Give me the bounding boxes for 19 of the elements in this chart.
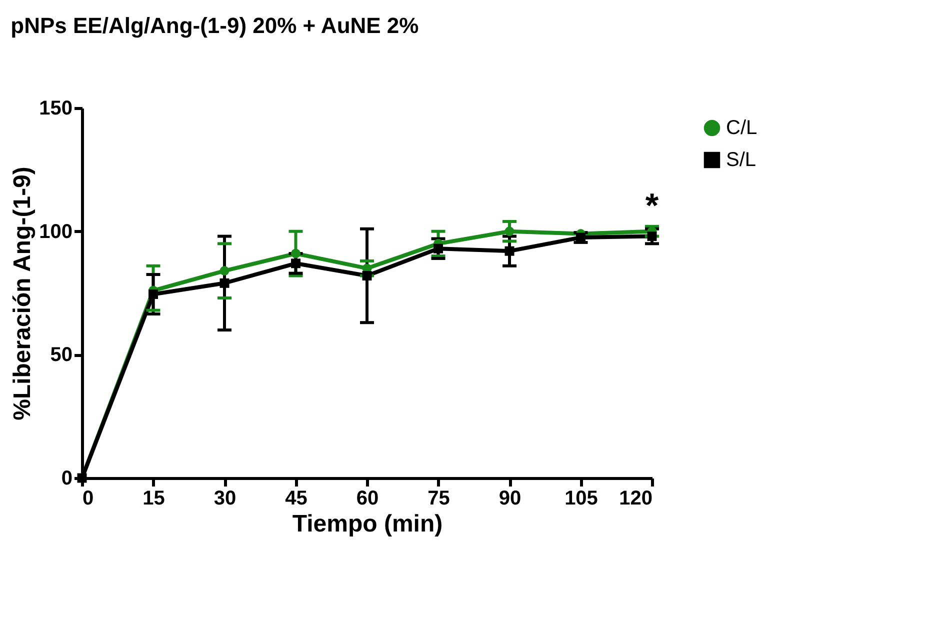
y-tick-label: 100 xyxy=(39,220,72,243)
x-tick-label: 90 xyxy=(498,488,522,510)
x-tick-label: 60 xyxy=(356,488,379,510)
y-tick-label: 150 xyxy=(39,98,72,120)
x-tick-label: 75 xyxy=(428,488,450,510)
x-tick-label: 45 xyxy=(285,488,308,510)
y-axis-title: %Liberación Ang-(1-9) xyxy=(9,166,36,420)
x-axis-title: Tiempo (min) xyxy=(292,510,443,538)
x-tick-label: 105 xyxy=(564,488,598,510)
x-tick-label: 120 xyxy=(619,488,652,510)
x-tick-label: 15 xyxy=(142,488,165,510)
y-tick-label: 0 xyxy=(61,468,72,490)
legend-label: C/L xyxy=(726,117,758,139)
x-tick-label: 30 xyxy=(214,488,236,510)
chart-title: pNPs EE/Alg/Ang-(1-9) 20% + AuNE 2% xyxy=(10,13,419,38)
annotation: * xyxy=(645,186,660,225)
y-tick-label: 50 xyxy=(50,344,72,366)
x-tick-label: 0 xyxy=(82,488,94,510)
legend-label: S/L xyxy=(726,149,756,171)
